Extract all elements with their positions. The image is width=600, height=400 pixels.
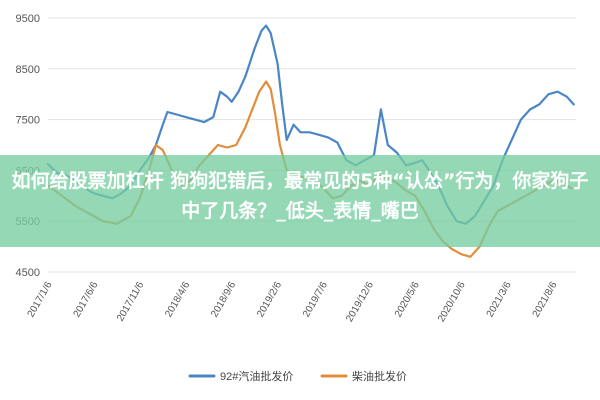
y-tick-label: 9500: [16, 13, 40, 25]
x-tick-label: 2017/6/6: [72, 280, 101, 320]
x-tick-label: 2017/1/6: [26, 280, 55, 320]
x-tick-label: 2017/11/6: [115, 280, 147, 324]
legend: 92#汽油批发价 柴油批发价: [188, 369, 407, 383]
x-tick-label: 2020/10/6: [436, 280, 468, 324]
x-tick-label: 2021/3/6: [485, 280, 514, 320]
x-tick-label: 2019/12/6: [344, 280, 376, 324]
x-tick-label: 2018/9/6: [209, 280, 238, 320]
x-tick-label: 2020/5/6: [393, 280, 422, 320]
overlay-headline: 如何给股票加杠杆 狗狗犯错后，最常见的5种“认怂”行为，你家狗子中了几条？_低头…: [11, 170, 589, 222]
x-tick-label: 2018/4/6: [163, 280, 192, 320]
x-tick-label: 2021/8/6: [531, 280, 560, 320]
y-tick-label: 7500: [16, 115, 40, 127]
legend-label: 柴油批发价: [352, 369, 407, 383]
x-tick-label: 2019/2/6: [255, 280, 284, 320]
y-tick-label: 8500: [16, 64, 40, 76]
overlay-banner: [0, 155, 600, 247]
y-tick-label: 4500: [16, 267, 40, 279]
legend-label: 92#汽油批发价: [220, 369, 293, 383]
x-tick-label: 2019/7/6: [301, 280, 330, 320]
x-axis-ticks: 2017/1/6 2017/6/6 2017/11/6 2018/4/6 2018/9/…: [26, 280, 560, 324]
